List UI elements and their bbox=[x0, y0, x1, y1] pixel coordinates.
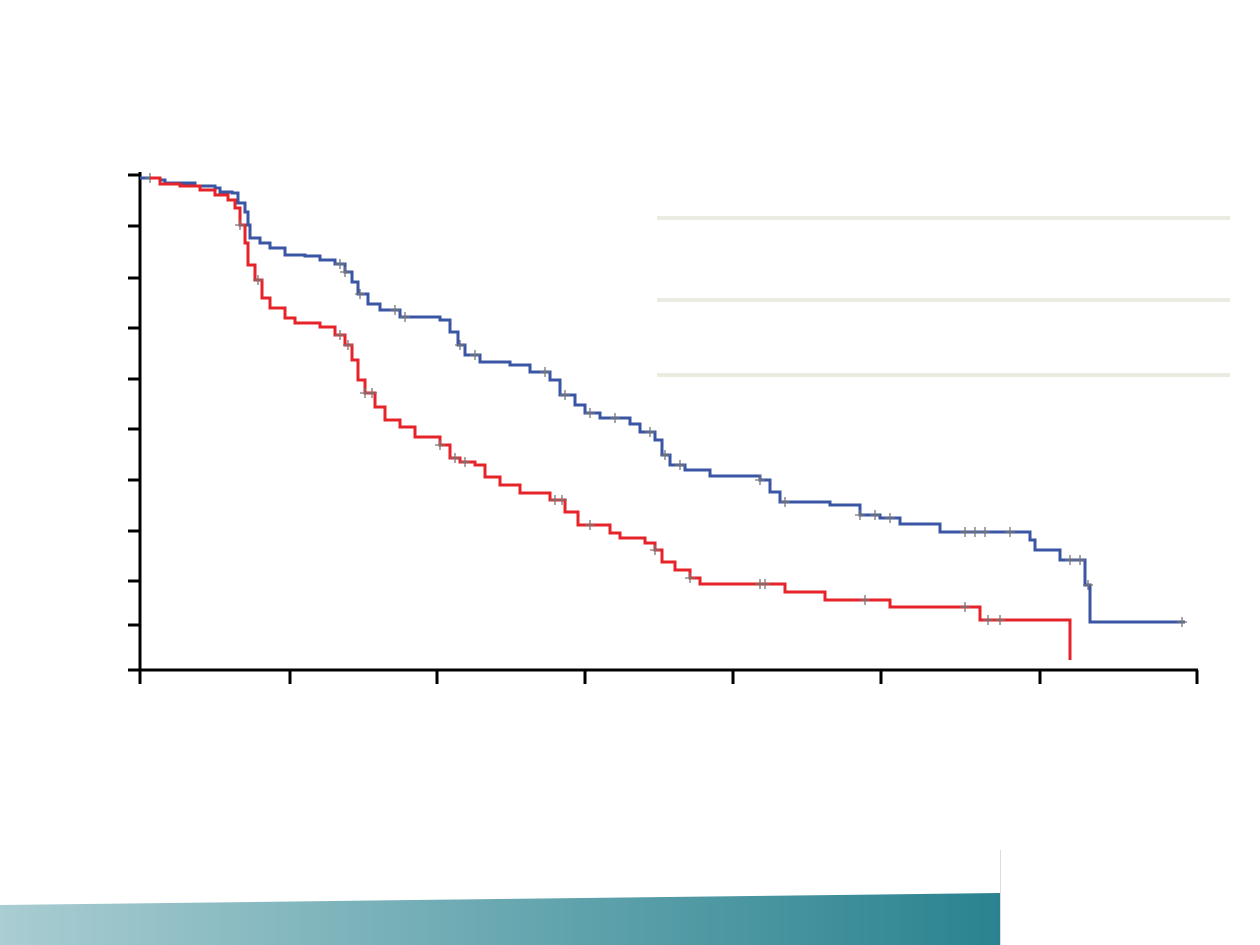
censor-mark bbox=[253, 275, 263, 285]
censor-mark bbox=[760, 579, 770, 589]
censor-mark bbox=[960, 602, 970, 612]
censor-mark bbox=[755, 475, 765, 485]
censor-mark bbox=[585, 408, 595, 418]
censor-mark bbox=[885, 513, 895, 523]
censor-mark bbox=[470, 350, 480, 360]
censor-mark bbox=[675, 460, 685, 470]
censor-mark bbox=[1075, 555, 1085, 565]
censor-mark bbox=[980, 527, 990, 537]
censor-mark bbox=[660, 450, 670, 460]
censor-mark bbox=[335, 330, 345, 340]
censor-mark bbox=[340, 267, 350, 277]
censor-mark bbox=[367, 388, 377, 398]
censor-mark bbox=[460, 457, 470, 467]
censor-mark bbox=[870, 510, 880, 520]
censor-mark bbox=[585, 520, 595, 530]
footer-logo-box bbox=[1000, 850, 1260, 945]
censor-mark bbox=[335, 259, 345, 269]
censor-mark bbox=[455, 340, 465, 350]
censor-mark bbox=[970, 527, 980, 537]
censor-mark bbox=[390, 305, 400, 315]
censor-mark bbox=[400, 312, 410, 322]
censor-mark bbox=[685, 573, 695, 583]
censor-mark bbox=[450, 453, 460, 463]
censor-mark bbox=[1177, 617, 1187, 627]
survival-curve bbox=[150, 176, 1072, 660]
censor-mark bbox=[540, 367, 550, 377]
censor-mark bbox=[355, 289, 365, 299]
censor-mark bbox=[557, 495, 567, 505]
censor-mark bbox=[343, 340, 353, 350]
censor-mark bbox=[645, 427, 655, 437]
censor-mark bbox=[610, 413, 620, 423]
censor-mark bbox=[860, 595, 870, 605]
censor-mark bbox=[983, 615, 993, 625]
censor-mark bbox=[960, 527, 970, 537]
censor-mark bbox=[780, 497, 790, 507]
censor-mark bbox=[235, 220, 245, 230]
censor-mark bbox=[560, 390, 570, 400]
censor-mark bbox=[1005, 527, 1015, 537]
censor-mark bbox=[995, 615, 1005, 625]
censor-mark bbox=[1083, 580, 1093, 590]
censor-mark bbox=[855, 510, 865, 520]
censor-mark bbox=[1065, 555, 1075, 565]
legend-placeholder bbox=[657, 216, 1230, 377]
censor-mark bbox=[650, 545, 660, 555]
censor-mark bbox=[435, 440, 445, 450]
footer-band bbox=[0, 893, 1000, 945]
